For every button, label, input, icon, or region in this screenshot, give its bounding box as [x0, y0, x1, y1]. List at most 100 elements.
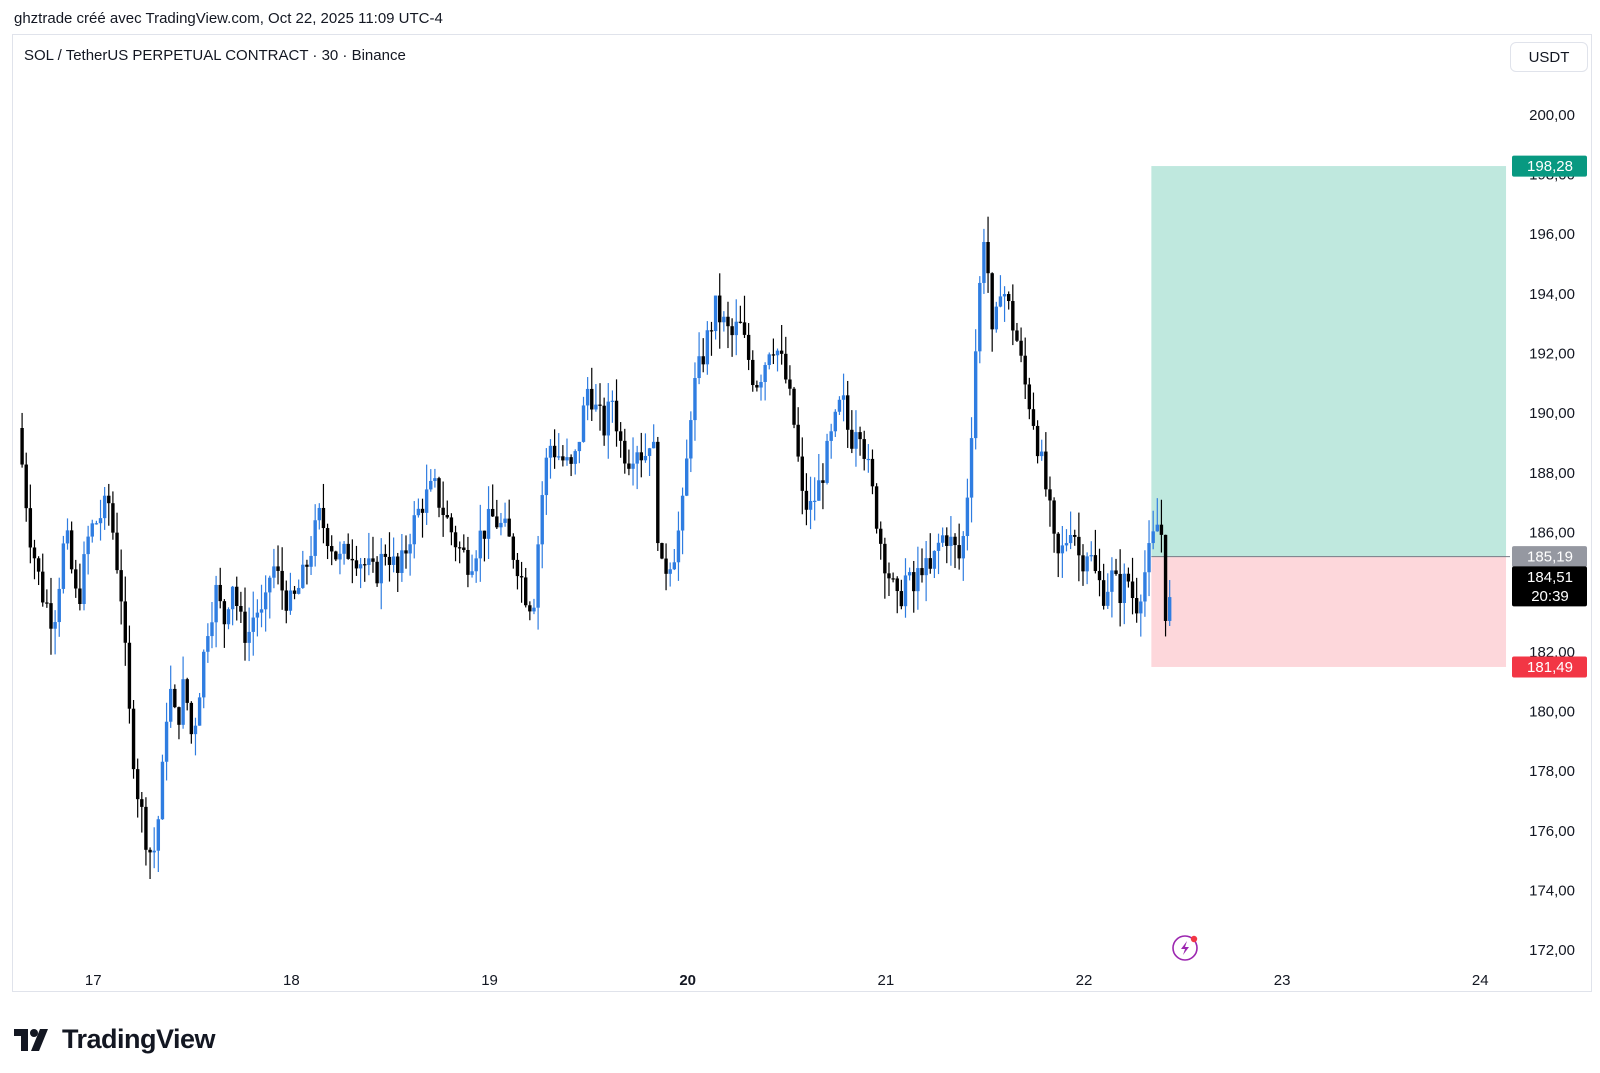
loss-zone [1151, 556, 1507, 667]
candle-246 [1035, 420, 1040, 464]
candle-133 [569, 454, 573, 477]
candle-227 [957, 523, 961, 570]
candle-1 [24, 452, 28, 522]
candle-190 [804, 473, 809, 526]
candle-153 [651, 424, 656, 449]
candle-75 [329, 535, 334, 566]
candle-278 [1167, 580, 1172, 626]
candle-26 [127, 625, 132, 724]
candle-202 [854, 410, 858, 467]
candle-210 [887, 562, 891, 596]
candle-18 [94, 520, 99, 525]
svg-text:181,49: 181,49 [1527, 659, 1573, 676]
candle-219 [924, 541, 928, 602]
candle-196 [829, 423, 833, 459]
candle-199 [841, 373, 846, 422]
candle-48 [218, 567, 222, 609]
candle-205 [866, 444, 871, 473]
candle-256 [1077, 512, 1081, 582]
candle-237 [998, 275, 1003, 308]
candle-164 [697, 332, 701, 385]
price-tick-label: 186,00 [1529, 524, 1575, 541]
candle-226 [953, 533, 957, 569]
candle-212 [895, 576, 899, 614]
candle-3 [32, 539, 37, 580]
candle-31 [148, 847, 152, 879]
candle-262 [1101, 563, 1106, 610]
candle-191 [808, 476, 813, 530]
price-tick-label: 176,00 [1529, 823, 1575, 840]
candle-106 [457, 541, 462, 564]
candle-36 [169, 665, 173, 728]
candle-242 [1019, 327, 1023, 363]
candle-240 [1011, 284, 1015, 346]
candle-27 [131, 700, 136, 779]
candle-137 [585, 377, 590, 421]
candle-63 [280, 547, 284, 610]
candle-149 [635, 445, 639, 490]
candle-87 [379, 538, 383, 610]
candle-70 [309, 536, 313, 576]
candle-58 [259, 584, 264, 628]
price-chart[interactable]: 172,00174,00176,00178,00180,00182,00184,… [0, 0, 1600, 1000]
candle-184 [779, 325, 784, 365]
candle-220 [928, 533, 932, 574]
candle-243 [1023, 337, 1027, 400]
candle-238 [1002, 286, 1007, 322]
lightning-alert-icon[interactable] [1172, 935, 1198, 961]
candle-6 [45, 589, 49, 608]
candle-178 [755, 380, 759, 392]
candle-129 [552, 429, 557, 469]
candle-203 [858, 426, 862, 456]
candle-131 [561, 445, 565, 467]
candle-230 [969, 417, 974, 523]
candle-257 [1081, 544, 1085, 586]
candle-101 [437, 476, 441, 518]
svg-text:20:39: 20:39 [1531, 588, 1569, 605]
candle-275 [1155, 498, 1160, 532]
candle-229 [965, 478, 970, 551]
candle-155 [660, 542, 664, 560]
candle-245 [1031, 392, 1036, 430]
candle-38 [177, 706, 181, 740]
candle-97 [420, 498, 425, 538]
profit-zone [1151, 166, 1507, 557]
last-price-badge: 184,51 20:39 [1512, 566, 1587, 607]
candle-145 [618, 422, 623, 458]
price-tick-label: 192,00 [1529, 345, 1575, 362]
candle-118 [507, 499, 511, 537]
candle-249 [1048, 476, 1052, 527]
time-axis: 17 18 19 20 21 22 23 24 [85, 972, 1489, 989]
currency-button[interactable]: USDT [1510, 42, 1588, 72]
candle-134 [573, 449, 577, 475]
time-tick-label: 24 [1472, 972, 1489, 989]
tradingview-logo[interactable]: TradingView [14, 1024, 216, 1055]
candle-182 [771, 338, 776, 365]
svg-text:185,19: 185,19 [1527, 549, 1573, 566]
candle-247 [1040, 439, 1044, 461]
candle-28 [135, 758, 140, 818]
candle-68 [301, 550, 305, 589]
candle-7 [49, 577, 53, 655]
price-tick-label: 188,00 [1529, 465, 1575, 482]
candle-213 [899, 579, 904, 610]
candle-187 [792, 386, 796, 429]
candle-32 [152, 827, 156, 869]
candle-161 [685, 439, 689, 497]
candle-4 [36, 556, 41, 586]
candle-15 [82, 541, 86, 611]
candle-86 [375, 556, 379, 587]
candle-271 [1139, 594, 1143, 637]
candle-255 [1073, 529, 1077, 546]
candle-232 [978, 276, 982, 364]
candle-17 [90, 519, 94, 543]
candle-181 [767, 352, 771, 370]
candle-194 [821, 463, 825, 510]
candle-103 [445, 500, 449, 519]
candle-234 [986, 216, 990, 293]
candle-16 [86, 525, 90, 575]
candle-130 [557, 433, 561, 461]
candle-92 [400, 533, 404, 582]
candle-152 [647, 447, 652, 476]
candle-225 [949, 516, 953, 566]
